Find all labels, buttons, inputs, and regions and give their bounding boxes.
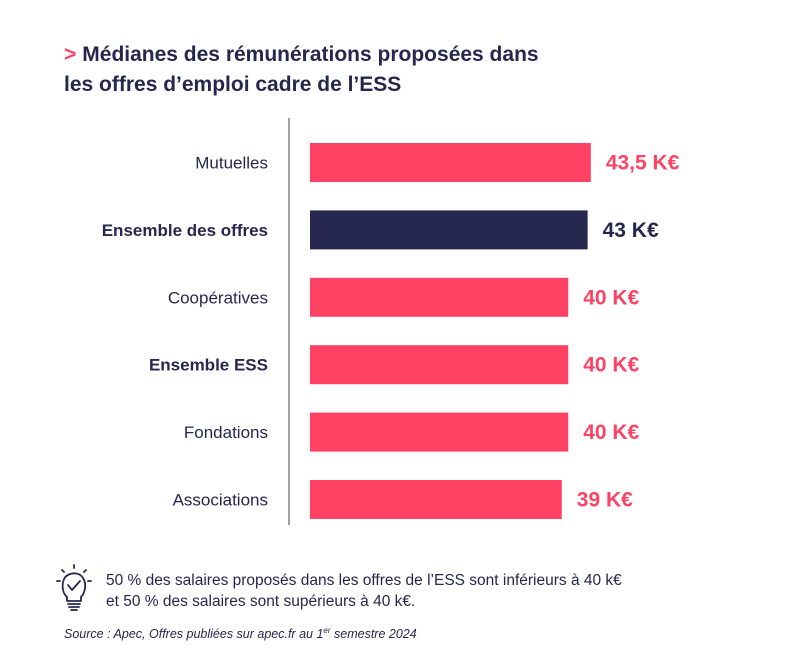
category-label: Fondations	[184, 423, 268, 442]
title-line-2: les offres d’emploi cadre de l’ESS	[64, 73, 402, 96]
category-label: Ensemble ESS	[149, 356, 268, 375]
value-label: 43,5 K€	[606, 152, 680, 175]
bar	[310, 345, 569, 385]
source-superscript: er	[323, 626, 331, 635]
lightbulb-icon	[56, 564, 92, 611]
value-label: 40 K€	[583, 421, 639, 444]
bar	[310, 143, 591, 182]
source-note: Source : Apec, Offres publiées sur apec.…	[64, 626, 417, 641]
footnote-text: 50 % des salaires proposés dans les offr…	[106, 570, 776, 612]
title-line-1: Médianes des rémunérations proposées dan…	[82, 43, 539, 66]
category-label: Coopératives	[168, 288, 268, 307]
bar	[310, 412, 569, 452]
source-suffix: semestre 2024	[330, 627, 417, 642]
footnote-line-1: 50 % des salaires proposés dans les offr…	[106, 572, 622, 589]
category-label: Mutuelles	[195, 154, 268, 173]
bar	[310, 210, 588, 250]
value-label: 43 K€	[603, 219, 659, 242]
footnote-line-2: et 50 % des salaires sont supérieurs à 4…	[106, 593, 416, 610]
chart-title: > Médianes des rémunérations proposées da…	[64, 40, 704, 100]
value-label: 39 K€	[577, 489, 633, 512]
source-prefix: Source : Apec, Offres publiées sur apec.…	[64, 627, 324, 642]
bar	[310, 480, 562, 519]
category-label: Ensemble des offres	[102, 221, 268, 240]
bar	[310, 277, 569, 317]
value-label: 40 K€	[583, 354, 639, 377]
value-label: 40 K€	[583, 286, 639, 309]
title-marker: >	[64, 43, 77, 66]
bar-chart: Mutuelles 43,5 K€ Ensemble des offres 43 K€…	[102, 118, 680, 525]
footnote: 50 % des salaires proposés dans les offr…	[56, 564, 776, 614]
category-label: Associations	[173, 491, 268, 510]
